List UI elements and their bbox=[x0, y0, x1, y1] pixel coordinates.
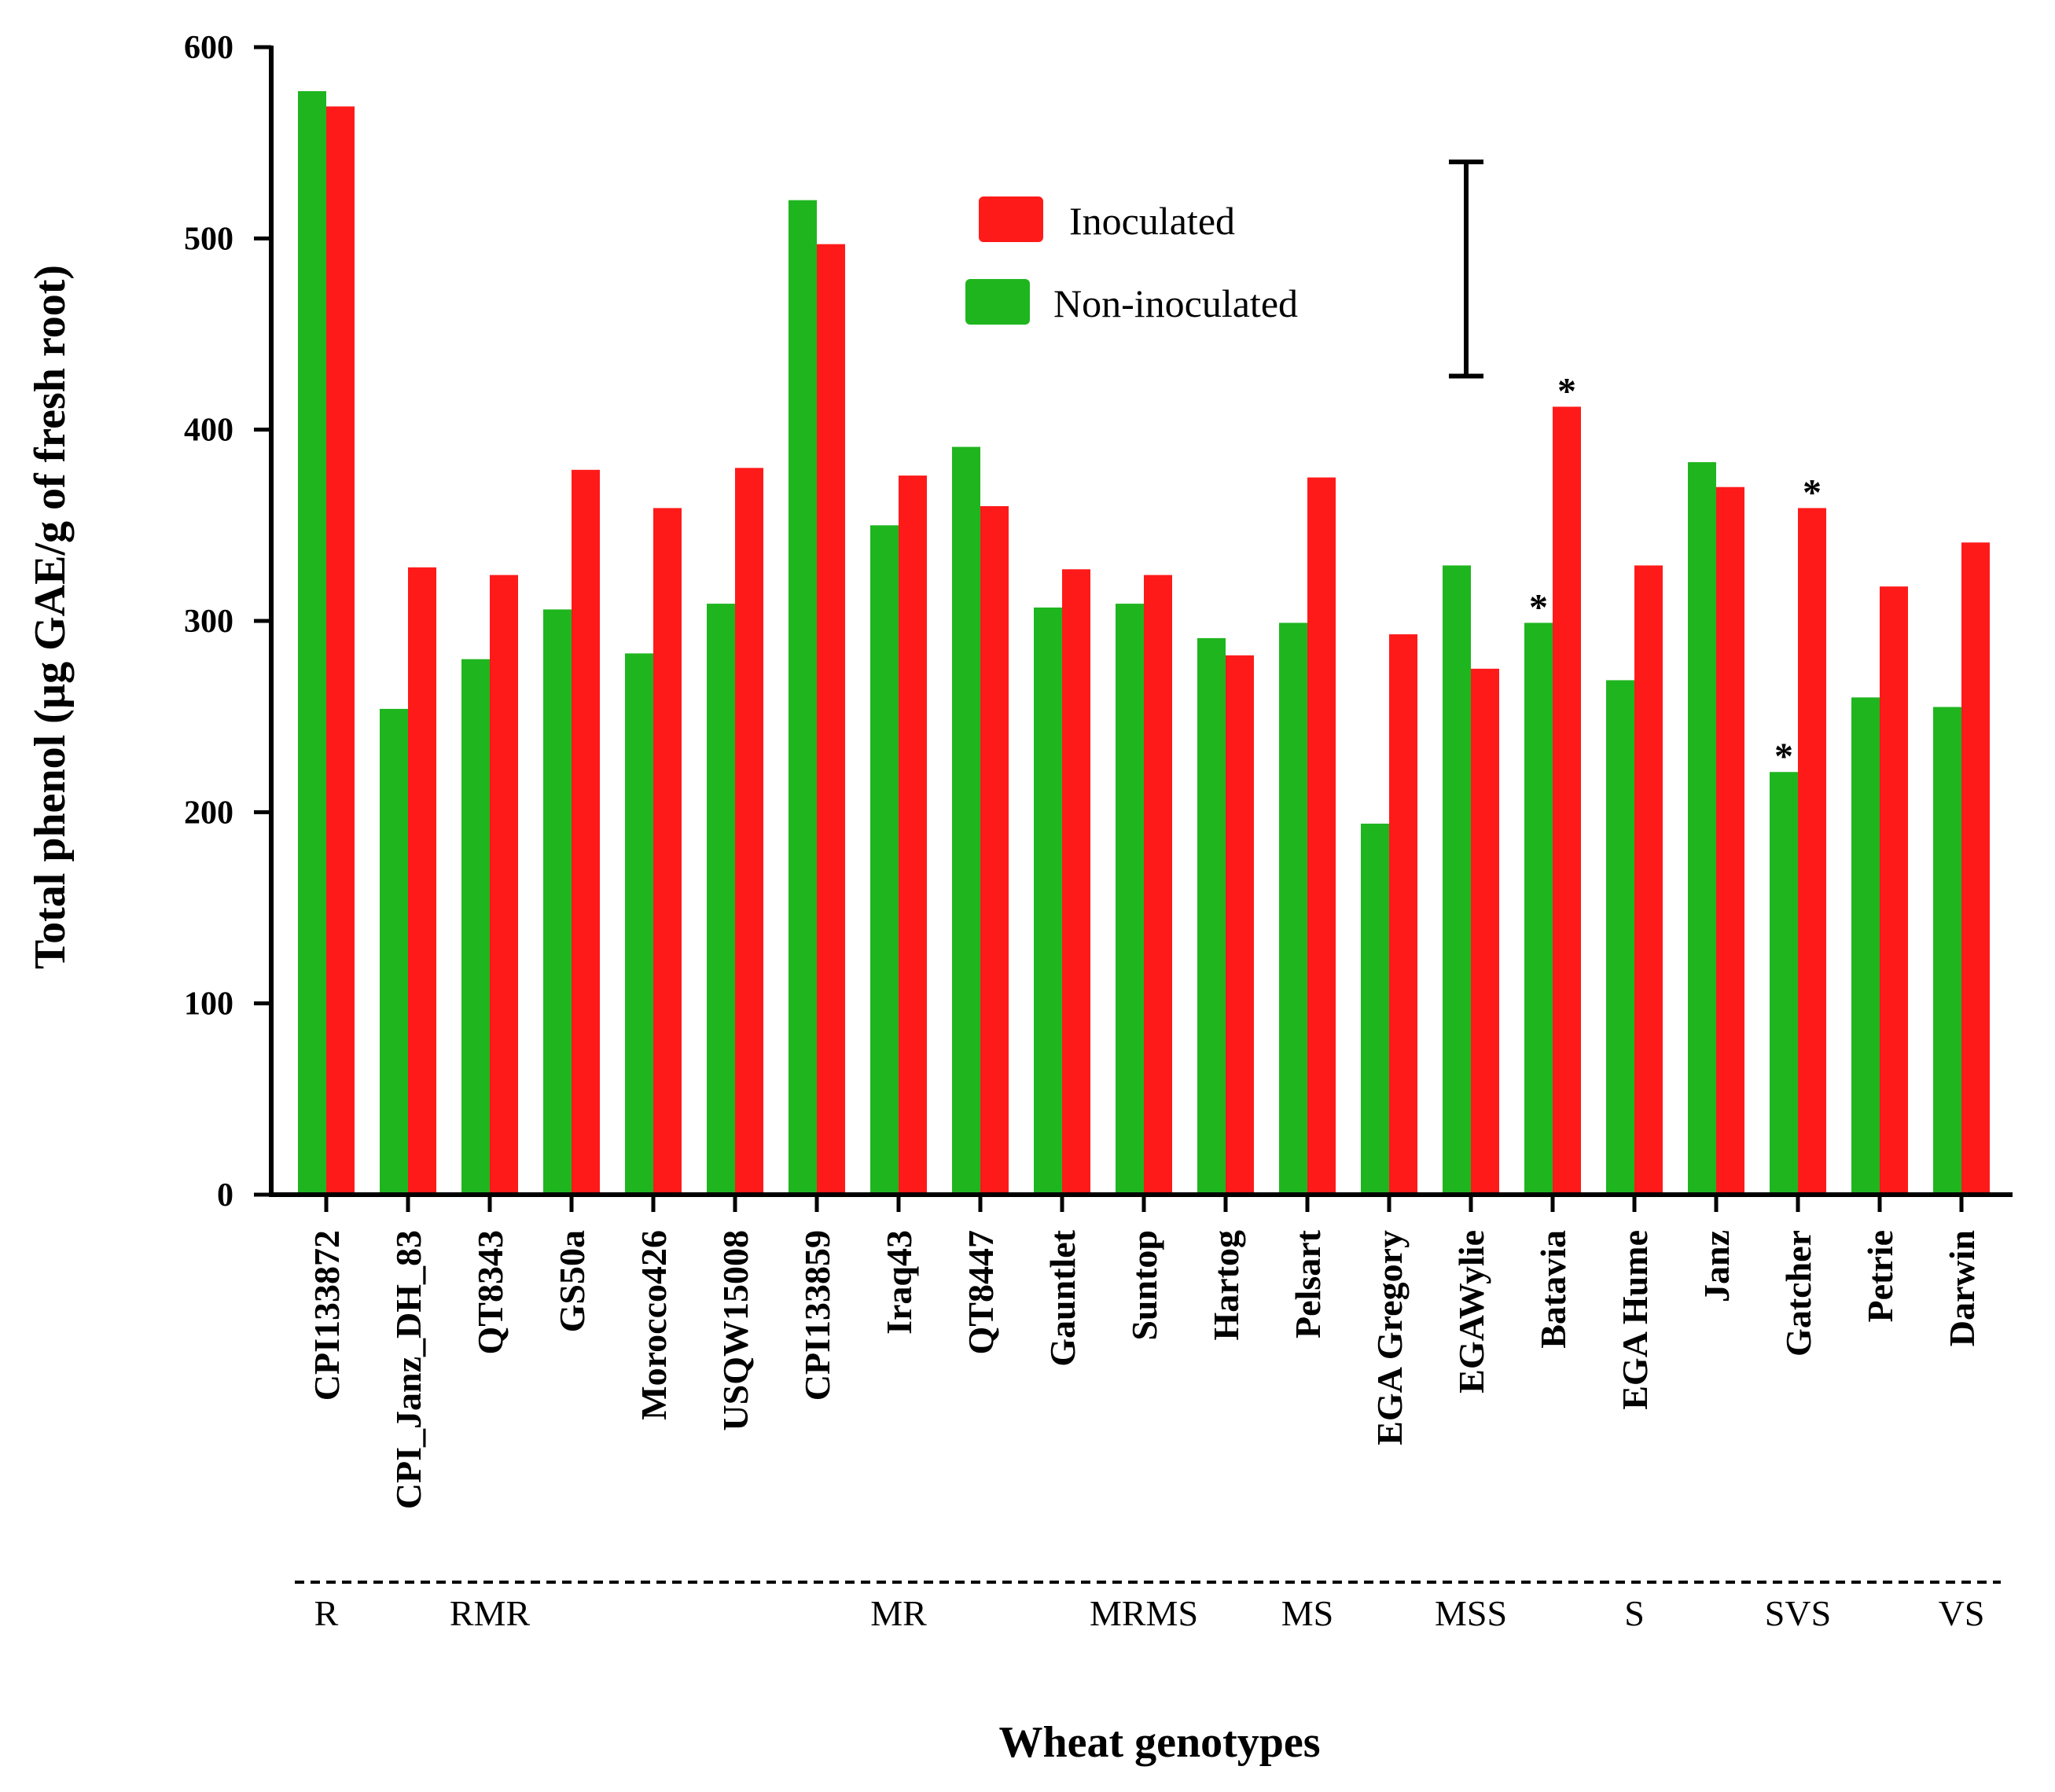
bar-non-inoculated-hartog bbox=[1197, 637, 1226, 1195]
bar-inoculated-janz bbox=[1716, 487, 1744, 1195]
bar-non-inoculated-batavia bbox=[1524, 622, 1553, 1195]
x-axis: CPI133872 CPI_Janz_DH_83 QT8343 GS50a Morocc… bbox=[269, 1192, 2013, 1509]
bar-non-inoculated-morocco426 bbox=[625, 653, 653, 1195]
y-tick-label-0: 0 bbox=[217, 1177, 233, 1214]
bar-non-inoculated-gs50a bbox=[543, 609, 572, 1195]
legend-swatch-non-inoculated bbox=[965, 279, 1030, 325]
bar-non-inoculated-gatcher bbox=[1770, 772, 1798, 1195]
x-tick-label-egawylie: EGAWylie bbox=[1451, 1230, 1491, 1394]
x-tick-label-usqw15008: USQW15008 bbox=[715, 1230, 755, 1431]
group-label-mss: MSS bbox=[1435, 1593, 1507, 1633]
y-tick-label-600: 600 bbox=[184, 30, 233, 66]
bar-inoculated-morocco426 bbox=[653, 508, 682, 1195]
x-tick-label-gs50a: GS50a bbox=[552, 1230, 592, 1332]
group-label-r: R bbox=[314, 1593, 339, 1633]
bar-non-inoculated-gauntlet bbox=[1034, 607, 1062, 1195]
bar-non-inoculated-suntop bbox=[1116, 604, 1144, 1195]
bar-inoculated-egawylie bbox=[1471, 668, 1499, 1195]
x-tick-label-petrie: Petrie bbox=[1860, 1230, 1900, 1322]
x-tick-label-darwin: Darwin bbox=[1942, 1230, 1982, 1346]
bar-inoculated-cpi133872 bbox=[326, 106, 355, 1195]
bar-inoculated-gatcher bbox=[1798, 508, 1826, 1195]
x-tick-label-morocco426: Morocco426 bbox=[634, 1230, 674, 1420]
x-axis-title: Wheat genotypes bbox=[998, 1718, 1320, 1767]
significance-star-inoculated-gatcher: * bbox=[1803, 472, 1822, 513]
bar-non-inoculated-janz bbox=[1688, 462, 1716, 1195]
x-tick-label-iraq43: Iraq43 bbox=[879, 1230, 919, 1335]
error-bar bbox=[1449, 160, 1483, 379]
bar-non-inoculated-usqw15008 bbox=[707, 604, 735, 1195]
significance-star-non-inoculated-batavia: * bbox=[1529, 586, 1548, 628]
bar-inoculated-qt8343 bbox=[490, 575, 518, 1195]
y-tick-label-500: 500 bbox=[184, 221, 233, 257]
bar-non-inoculated-qt8343 bbox=[461, 659, 490, 1195]
x-tick-label-ega-gregory: EGA Gregory bbox=[1369, 1230, 1410, 1445]
group-label-mr: MR bbox=[870, 1593, 927, 1633]
bar-non-inoculated-iraq43 bbox=[870, 525, 899, 1195]
x-tick-label-hartog: Hartog bbox=[1206, 1230, 1246, 1341]
group-label-mrms: MRMS bbox=[1090, 1593, 1198, 1633]
bar-inoculated-usqw15008 bbox=[735, 468, 763, 1195]
bar-inoculated-ega-gregory bbox=[1389, 634, 1417, 1195]
y-tick-label-200: 200 bbox=[184, 795, 233, 831]
bar-non-inoculated-pelsart bbox=[1279, 622, 1307, 1195]
bar-non-inoculated-egawylie bbox=[1443, 565, 1471, 1195]
x-tick-label-janz: Janz bbox=[1697, 1230, 1737, 1302]
x-tick-label-gatcher: Gatcher bbox=[1778, 1230, 1818, 1357]
group-label-s: S bbox=[1624, 1593, 1645, 1633]
y-tick-label-300: 300 bbox=[184, 604, 233, 640]
group-label-ms: MS bbox=[1281, 1593, 1333, 1633]
bar-inoculated-gs50a bbox=[572, 469, 600, 1195]
bar-non-inoculated-cpi133872 bbox=[298, 90, 326, 1195]
x-tick-label-cpi133859: CPI133859 bbox=[797, 1230, 837, 1401]
bar-inoculated-iraq43 bbox=[899, 476, 927, 1195]
bar-inoculated-ega-hume bbox=[1634, 565, 1663, 1195]
bar-inoculated-petrie bbox=[1880, 586, 1908, 1195]
significance-marks: * * * * bbox=[1529, 370, 1822, 777]
y-tick-label-100: 100 bbox=[184, 986, 233, 1023]
bar-inoculated-qt8447 bbox=[980, 506, 1009, 1195]
y-axis: 0 100 200 300 400 500 600 bbox=[184, 30, 274, 1214]
bar-inoculated-darwin bbox=[1961, 542, 1990, 1195]
group-label-svs: SVS bbox=[1765, 1593, 1831, 1633]
x-tick-label-gauntlet: Gauntlet bbox=[1042, 1229, 1083, 1366]
legend: Inoculated Non-inoculated bbox=[965, 196, 1298, 325]
x-tick-label-qt8343: QT8343 bbox=[470, 1230, 510, 1354]
resistance-groups: R RMR MR MRMS MS MSS S SVS VS bbox=[295, 1581, 2001, 1633]
y-axis-title: Total phenol (µg GAE/g of fresh root) bbox=[26, 265, 75, 969]
bar-non-inoculated-petrie bbox=[1851, 697, 1880, 1195]
x-tick-label-qt8447: QT8447 bbox=[961, 1230, 1001, 1354]
x-tick-label-cpi133872: CPI133872 bbox=[307, 1230, 347, 1401]
legend-label-non-inoculated: Non-inoculated bbox=[1053, 281, 1298, 325]
x-tick-label-suntop: Suntop bbox=[1124, 1230, 1164, 1341]
bar-inoculated-cpi-janz-dh-83 bbox=[408, 567, 436, 1195]
bar-non-inoculated-cpi-janz-dh-83 bbox=[380, 708, 408, 1195]
bar-inoculated-batavia bbox=[1553, 406, 1581, 1195]
bar-inoculated-cpi133859 bbox=[817, 244, 845, 1195]
bar-non-inoculated-ega-hume bbox=[1606, 680, 1634, 1195]
bars-layer bbox=[298, 90, 1990, 1195]
significance-star-inoculated-batavia: * bbox=[1557, 370, 1576, 412]
y-tick-label-400: 400 bbox=[184, 413, 233, 449]
bar-inoculated-suntop bbox=[1144, 575, 1172, 1195]
bar-non-inoculated-cpi133859 bbox=[789, 200, 817, 1195]
bar-non-inoculated-qt8447 bbox=[952, 446, 980, 1195]
x-tick-label-cpi-janz-dh-83: CPI_Janz_DH_83 bbox=[388, 1230, 428, 1509]
x-tick-label-pelsart: Pelsart bbox=[1288, 1229, 1328, 1338]
group-label-rmr: RMR bbox=[450, 1593, 531, 1633]
legend-label-inoculated: Inoculated bbox=[1069, 199, 1235, 243]
significance-star-non-inoculated-gatcher: * bbox=[1774, 736, 1793, 777]
bar-non-inoculated-darwin bbox=[1933, 707, 1961, 1195]
group-label-vs: VS bbox=[1939, 1593, 1985, 1633]
bar-inoculated-pelsart bbox=[1307, 477, 1336, 1195]
bar-inoculated-gauntlet bbox=[1062, 569, 1090, 1195]
legend-swatch-inoculated bbox=[979, 196, 1043, 242]
bar-non-inoculated-ega-gregory bbox=[1361, 823, 1389, 1195]
bar-inoculated-hartog bbox=[1226, 655, 1254, 1195]
x-tick-label-ega-hume: EGA Hume bbox=[1615, 1230, 1655, 1410]
axis-titles: Total phenol (µg GAE/g of fresh root) Wh… bbox=[26, 265, 1321, 1767]
x-tick-label-batavia: Batavia bbox=[1533, 1230, 1573, 1349]
